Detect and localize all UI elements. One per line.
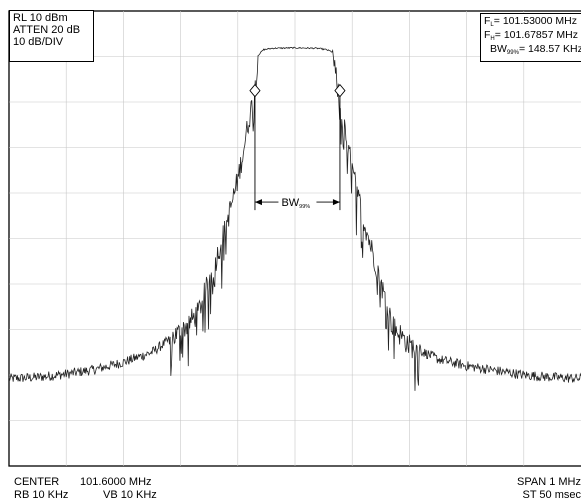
trace-layer: [8, 46, 581, 391]
bw-label-sub: 99%: [299, 204, 310, 210]
center-value: 101.6000 MHz: [80, 476, 152, 488]
bandwidth-readout: BW99%= 148.57 KHz: [490, 43, 581, 56]
scale: 10 dB/DIV: [13, 36, 64, 48]
graticule: [8, 10, 581, 467]
vbw-label: VB 10 KHz: [103, 489, 157, 501]
attenuation: ATTEN 20 dB: [13, 24, 81, 36]
sweep-time-label: ST 50 msec: [522, 489, 581, 501]
bw-annotation: BW99%: [249, 83, 346, 211]
bw-arrowhead-left: [254, 199, 262, 206]
spectrum-trace: [8, 46, 581, 391]
f-high-readout: FH= 101.67857 MHz: [484, 29, 578, 42]
bw-label: BW99%: [281, 197, 310, 210]
marker-readout: FL= 101.53000 MHz FH= 101.67857 MHz BW99…: [480, 13, 581, 62]
bw-arrowhead-right: [332, 199, 340, 206]
center-label: CENTER: [14, 476, 60, 488]
rbw-label: RB 10 KHz: [14, 489, 69, 501]
marker-diamond-low: [249, 83, 261, 98]
marker-diamond-high: [334, 83, 346, 98]
span-label: SPAN 1 MHz: [517, 476, 581, 488]
settings-box: RL 10 dBm ATTEN 20 dB 10 dB/DIV: [9, 10, 94, 62]
ref-level: RL 10 dBm: [13, 12, 68, 24]
f-low-readout: FL= 101.53000 MHz: [484, 15, 577, 28]
